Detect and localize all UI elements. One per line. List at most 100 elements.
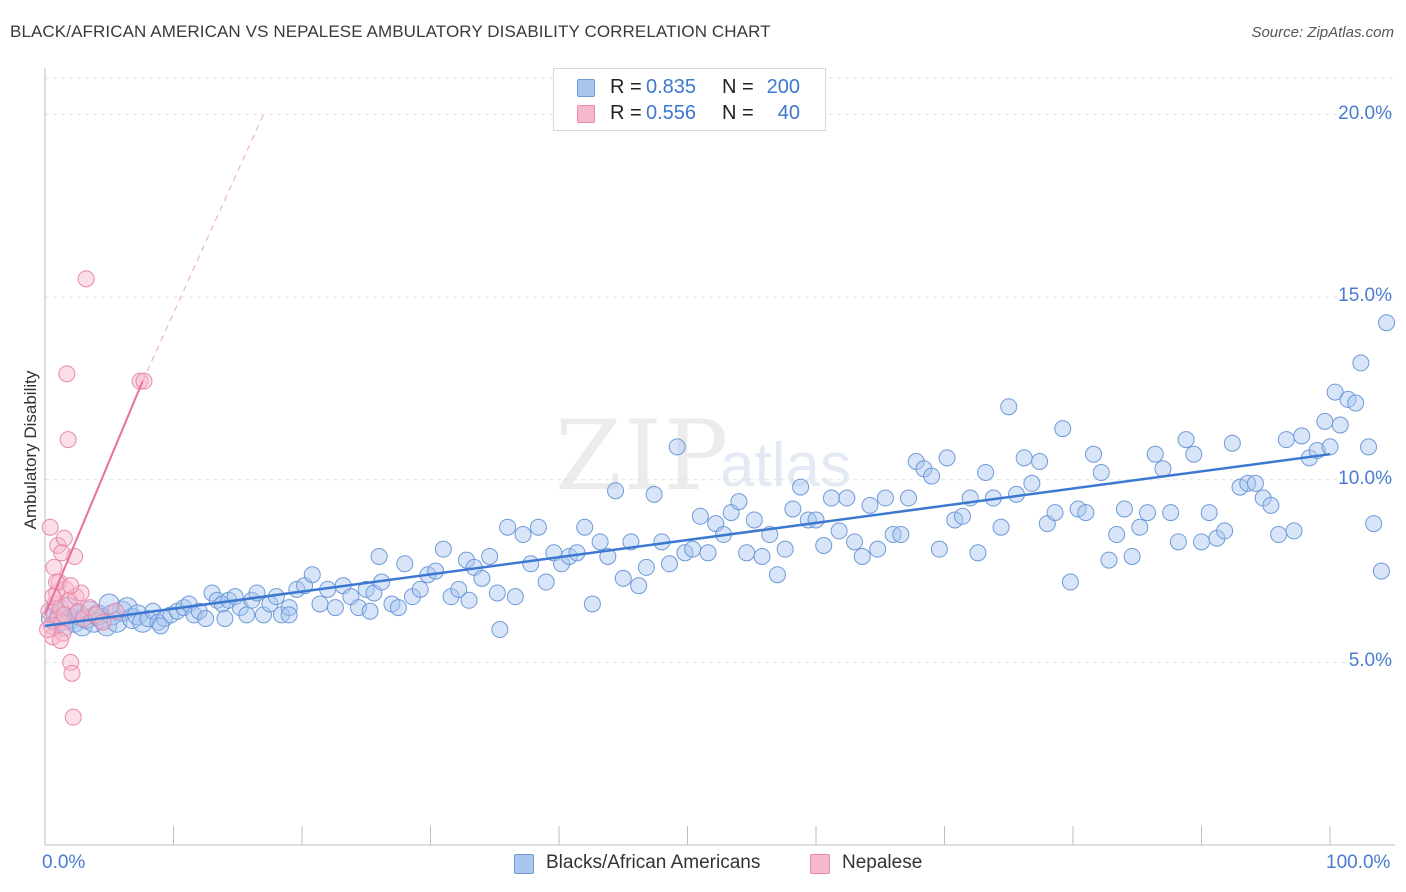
legend-swatch-pink <box>577 105 595 123</box>
point-nepalese <box>81 599 99 617</box>
point-blacks <box>1069 500 1087 518</box>
point-blacks <box>607 482 625 500</box>
y-tick-label: 10.0% <box>1338 467 1392 489</box>
point-blacks <box>1000 398 1018 416</box>
point-nepalese <box>55 606 73 624</box>
point-blacks <box>900 489 918 507</box>
point-blacks <box>488 584 506 602</box>
point-blacks <box>326 599 344 617</box>
point-blacks <box>792 478 810 496</box>
point-blacks <box>591 533 609 551</box>
point-blacks <box>396 555 414 573</box>
point-blacks <box>876 489 894 507</box>
point-blacks <box>427 562 445 580</box>
point-blacks <box>630 577 648 595</box>
bottom-legend-swatch-blue <box>514 854 534 874</box>
point-blacks <box>1262 496 1280 514</box>
point-blacks <box>1077 504 1095 522</box>
point-blacks <box>576 518 594 536</box>
y-axis-label: Ambulatory Disability <box>21 370 40 530</box>
point-blacks <box>1372 562 1390 580</box>
point-blacks <box>776 540 794 558</box>
point-blacks <box>1223 434 1241 452</box>
legend-r-value: 0.556 <box>646 102 697 124</box>
point-blacks <box>370 547 388 565</box>
point-blacks <box>699 544 717 562</box>
point-blacks <box>450 580 468 598</box>
point-blacks <box>1331 416 1349 434</box>
trendline-blacks <box>44 452 1331 628</box>
point-blacks <box>499 518 517 536</box>
point-blacks <box>1139 504 1157 522</box>
trendline-nepalese-extension <box>142 114 264 382</box>
legend-row-blacks: R = 0.835 N = 200 <box>554 74 825 100</box>
watermark-zip: ZIP <box>555 400 731 512</box>
point-blacks <box>1293 427 1311 445</box>
bottom-legend-swatch-pink <box>810 854 830 874</box>
point-blacks <box>434 540 452 558</box>
y-tick-label: 15.0% <box>1338 285 1392 307</box>
point-blacks <box>1131 518 1149 536</box>
point-blacks <box>1326 383 1344 401</box>
point-blacks <box>892 526 910 544</box>
point-blacks <box>280 606 298 624</box>
legend-n-label: N = <box>722 102 754 124</box>
y-axis-label-box: Ambulatory Disability <box>16 320 46 580</box>
y-tick-label: 20.0% <box>1338 102 1392 124</box>
point-blacks <box>389 599 407 617</box>
point-nepalese <box>55 529 73 547</box>
point-blacks <box>1378 314 1396 332</box>
point-blacks <box>768 566 786 584</box>
point-blacks <box>303 566 321 584</box>
point-nepalese <box>77 270 95 288</box>
point-blacks <box>1321 438 1339 456</box>
point-blacks <box>815 537 833 555</box>
point-blacks <box>514 526 532 544</box>
point-blacks <box>361 602 379 620</box>
point-blacks <box>491 621 509 639</box>
point-blacks <box>238 606 256 624</box>
point-blacks <box>923 467 941 485</box>
point-blacks <box>1185 445 1203 463</box>
point-blacks <box>1347 394 1365 412</box>
point-blacks <box>190 602 208 620</box>
point-blacks <box>1146 445 1164 463</box>
point-blacks <box>1061 573 1079 591</box>
point-blacks <box>197 610 215 628</box>
point-blacks <box>1046 504 1064 522</box>
point-nepalese <box>63 664 81 682</box>
point-blacks <box>481 547 499 565</box>
point-blacks <box>311 595 329 613</box>
point-blacks <box>1123 547 1141 565</box>
point-blacks <box>1270 526 1288 544</box>
point-blacks <box>254 606 272 624</box>
point-blacks <box>522 555 540 573</box>
point-blacks <box>411 580 429 598</box>
legend-r-label: R = <box>610 76 642 98</box>
point-blacks <box>1200 504 1218 522</box>
legend-n-value: 40 <box>777 102 800 124</box>
point-blacks <box>838 489 856 507</box>
x-tick-label-min: 0.0% <box>42 852 86 873</box>
point-nepalese <box>135 372 153 390</box>
legend-row-nepalese: R = 0.556 N = 40 <box>554 100 825 126</box>
point-nepalese <box>51 631 69 649</box>
point-blacks <box>280 599 298 617</box>
point-blacks <box>1277 431 1295 449</box>
point-blacks <box>661 555 679 573</box>
point-blacks <box>1193 533 1210 551</box>
point-nepalese <box>41 518 59 536</box>
point-blacks <box>807 511 825 529</box>
point-blacks <box>1100 551 1118 569</box>
point-blacks <box>668 438 686 456</box>
legend-swatch-blue <box>577 79 595 97</box>
point-blacks <box>730 493 748 511</box>
point-blacks <box>1216 522 1234 540</box>
trendline-nepalese <box>44 380 144 616</box>
point-blacks <box>614 569 632 587</box>
legend-n-label: N = <box>722 76 754 98</box>
point-blacks <box>1108 526 1126 544</box>
point-blacks <box>1162 504 1180 522</box>
point-blacks <box>583 595 601 613</box>
